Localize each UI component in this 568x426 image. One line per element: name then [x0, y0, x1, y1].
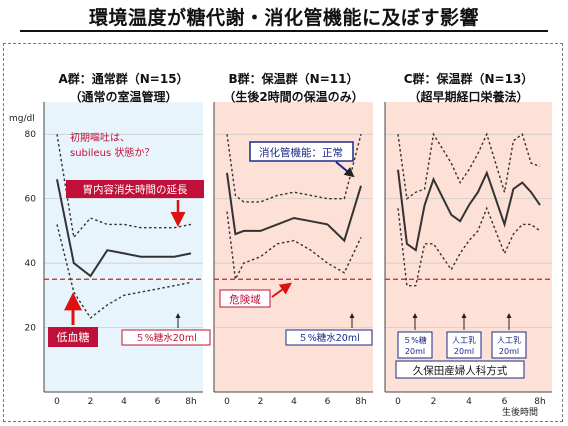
x-tick-label: 6 — [502, 397, 508, 407]
slide-frame — [3, 43, 563, 422]
c-feed-box-2-line1: 人工乳 — [452, 335, 476, 345]
a-gastric-label-box — [66, 180, 204, 198]
a-note-line1: 初期嘔吐は、 — [70, 131, 130, 144]
x-tick-label: 0 — [395, 397, 401, 407]
x-tick-label: 4 — [291, 397, 297, 407]
b-danger-label: 危険域 — [229, 293, 261, 306]
series-line-mean — [397, 169, 541, 252]
series-line-lower — [56, 224, 192, 319]
c-method-box — [395, 360, 525, 379]
c-method-label: 久保田産婦人科方式 — [413, 364, 508, 377]
b-danger-box — [219, 289, 271, 308]
chart-panel-1: B群：保温群（N=11） （生後2時間の保温のみ） 0 2 4 6 8h — [213, 71, 373, 407]
c-feed-box-1: ５%糖 20ml — [397, 331, 433, 359]
panel-title-line: （超早期経口栄養法） — [408, 89, 528, 104]
y-tick-label: 20 — [25, 324, 37, 334]
a-glucose-label: ５%糖水20ml — [135, 332, 197, 344]
x-tick-label: 2 — [431, 397, 437, 407]
panel-title-line: （生後2時間の保温のみ） — [223, 89, 363, 104]
x-tick-label: 6 — [155, 397, 161, 407]
panel-title-line: （通常の室温管理） — [69, 89, 177, 104]
series-line-mean — [226, 172, 362, 243]
b-gi-arrow — [335, 161, 355, 178]
x-tick-label: 0 — [224, 397, 230, 407]
c-feed-box-2: 人工乳 20ml — [446, 331, 482, 359]
chart-panel-0: A群：通常群（N=15） （通常の室温管理） 20 40 60 80 0 2 4 6 8h — [25, 71, 203, 407]
x-tick-label: 2 — [258, 397, 264, 407]
a-note-line2: subileus 状態か？ — [70, 146, 154, 159]
x-tick-label: 0 — [54, 397, 60, 407]
c-feed-box-3: 人工乳 20ml — [491, 331, 527, 359]
c-feed-box-2-line2: 20ml — [454, 347, 474, 356]
series-line-lower — [226, 211, 362, 282]
panel-background — [44, 102, 203, 392]
y-tick-label: 60 — [25, 195, 37, 205]
x-tick-label: 4 — [466, 397, 472, 407]
series-line-upper — [397, 132, 541, 200]
b-gi-label-box — [249, 141, 354, 162]
b-glucose-label: ５%糖水20ml — [298, 332, 360, 344]
c-feed-box-1-line2: 20ml — [405, 347, 425, 356]
y-tick-label: 40 — [25, 259, 37, 269]
b-danger-arrow — [271, 282, 292, 298]
b-glucose-box — [285, 329, 373, 346]
panel-title-line: C群：保温群（N=13） — [404, 71, 534, 86]
a-gastric-label: 胃内容消失時間の延長 — [83, 183, 188, 196]
x-tick-label: 4 — [121, 397, 127, 407]
series-line-lower — [397, 206, 541, 287]
series-line-mean — [56, 179, 192, 278]
panel-title-line: B群：保温群（N=11） — [229, 71, 359, 86]
c-feed-box-1-line1: ５%糖 — [403, 335, 427, 345]
c-feed-box-3-line2: 20ml — [499, 347, 519, 356]
y-tick-label: 80 — [25, 130, 37, 140]
x-axis-footer: 生後時間 — [502, 406, 538, 418]
x-tick-label: 8h — [185, 397, 196, 407]
x-tick-label: 8h — [534, 397, 545, 407]
series-line-upper — [226, 134, 362, 203]
x-tick-label: 8h — [355, 397, 366, 407]
b-gi-label: 消化管機能：正常 — [259, 146, 343, 159]
page-title: 環境温度が糖代謝・消化管機能に及ぼす影響 — [88, 7, 479, 29]
x-tick-label: 2 — [88, 397, 94, 407]
a-hypo-label-box — [48, 327, 98, 347]
panel-title-line: A群：通常群（N=15） — [58, 71, 188, 86]
a-hypo-label: 低血糖 — [57, 330, 90, 344]
a-glucose-box — [121, 329, 211, 346]
title-underline — [20, 30, 548, 32]
y-axis-unit: mg/dl — [9, 114, 35, 124]
c-feed-box-3-line1: 人工乳 — [497, 335, 521, 345]
x-tick-label: 6 — [325, 397, 331, 407]
